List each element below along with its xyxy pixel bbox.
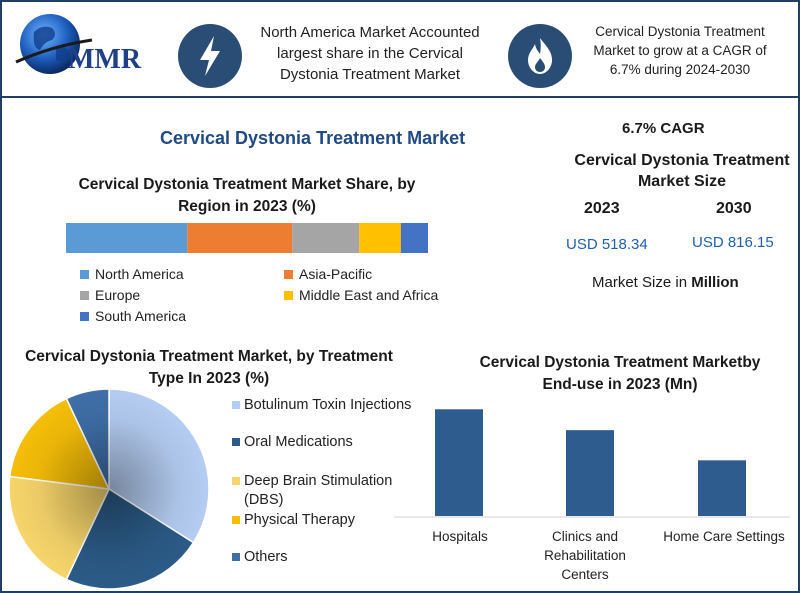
legend-swatch	[80, 311, 89, 321]
enduse-tick-label: Home Care Settings	[663, 529, 785, 544]
value-2023: USD 518.34	[566, 236, 648, 253]
treatment-type-pie	[8, 388, 210, 590]
enduse-bar-home-care-settings	[698, 460, 746, 516]
legend-label: Physical Therapy	[244, 512, 355, 528]
region-segment-north-america	[66, 223, 188, 253]
pie-legend-item: Deep Brain Stimulation (DBS)	[232, 472, 414, 510]
enduse-bar-hospitals	[435, 409, 483, 516]
region-segment-europe	[292, 223, 360, 253]
region-legend-item: Europe	[80, 287, 140, 303]
market-size-note-prefix: Market Size in	[592, 274, 692, 291]
year-2023: 2023	[584, 200, 620, 217]
pie-legend-item: Others	[232, 548, 414, 567]
legend-label: Middle East and Africa	[299, 287, 439, 303]
legend-swatch	[284, 269, 293, 279]
region-segment-south-america	[400, 223, 428, 253]
region-legend-item: Asia-Pacific	[284, 266, 372, 282]
legend-label: South America	[95, 308, 187, 324]
enduse-bar-chart	[394, 409, 790, 518]
enduse-chart-title: Cervical Dystonia Treatment Marketby End…	[479, 354, 761, 393]
market-size-note: Market Size in Million	[592, 274, 739, 291]
cagr-label: 6.7% CAGR	[622, 120, 705, 137]
cagr-blurb: Cervical Dystonia Treatment Market to gr…	[593, 24, 767, 77]
globe-icon	[15, 14, 93, 74]
region-chart-title: Cervical Dystonia Treatment Market Share…	[78, 176, 416, 215]
region-legend-item: Middle East and Africa	[284, 287, 438, 303]
north-america-blurb: North America Market Accounted largest s…	[260, 24, 480, 83]
legend-swatch	[232, 516, 240, 524]
main-title: Cervical Dystonia Treatment Market	[160, 128, 466, 148]
legend-swatch	[232, 553, 240, 561]
legend-swatch	[232, 438, 240, 446]
pie-chart-title: Cervical Dystonia Treatment Market, by T…	[25, 348, 393, 387]
enduse-tick-label: Hospitals	[432, 529, 488, 544]
pie-shading	[9, 389, 209, 589]
legend-label: North America	[95, 266, 184, 282]
header-bar: MMR North America Market Accounted large…	[2, 2, 798, 98]
legend-swatch	[232, 477, 240, 485]
legend-label: Asia-Pacific	[299, 266, 373, 282]
legend-label: Oral Medications	[244, 434, 353, 450]
pie-legend-item: Physical Therapy	[232, 511, 414, 530]
legend-swatch	[80, 269, 89, 279]
mmr-logo: MMR	[12, 10, 162, 84]
enduse-tick-label: Clinics and Rehabilitation Centers	[544, 529, 626, 582]
pie-legend-item: Oral Medications	[232, 433, 414, 452]
legend-label: Botulinum Toxin Injections	[244, 397, 412, 413]
region-legend-item: North America	[80, 266, 184, 282]
legend-swatch	[232, 401, 240, 409]
region-segment-asia-pacific	[187, 223, 293, 253]
enduse-bar-clinics-and-rehabilitation-centers	[566, 430, 614, 516]
lightning-bolt-icon	[178, 24, 242, 88]
region-segment-middle-east-and-africa	[359, 223, 401, 253]
value-2030: USD 816.15	[692, 234, 774, 251]
region-legend-item: South America	[80, 308, 186, 324]
pie-legend-item: Botulinum Toxin Injections	[232, 396, 414, 415]
legend-label: Europe	[95, 287, 141, 303]
market-size-note-unit: Million	[691, 274, 739, 291]
legend-label: Others	[244, 549, 288, 565]
legend-swatch	[284, 290, 293, 300]
flame-icon	[508, 24, 572, 88]
year-2030: 2030	[716, 200, 752, 217]
region-stacked-bar	[66, 223, 428, 253]
market-size-title: Cervical Dystonia Treatment Market Size	[574, 152, 790, 190]
logo-text: MMR	[68, 44, 142, 75]
legend-label: Deep Brain Stimulation (DBS)	[244, 473, 393, 508]
legend-swatch	[80, 290, 89, 300]
